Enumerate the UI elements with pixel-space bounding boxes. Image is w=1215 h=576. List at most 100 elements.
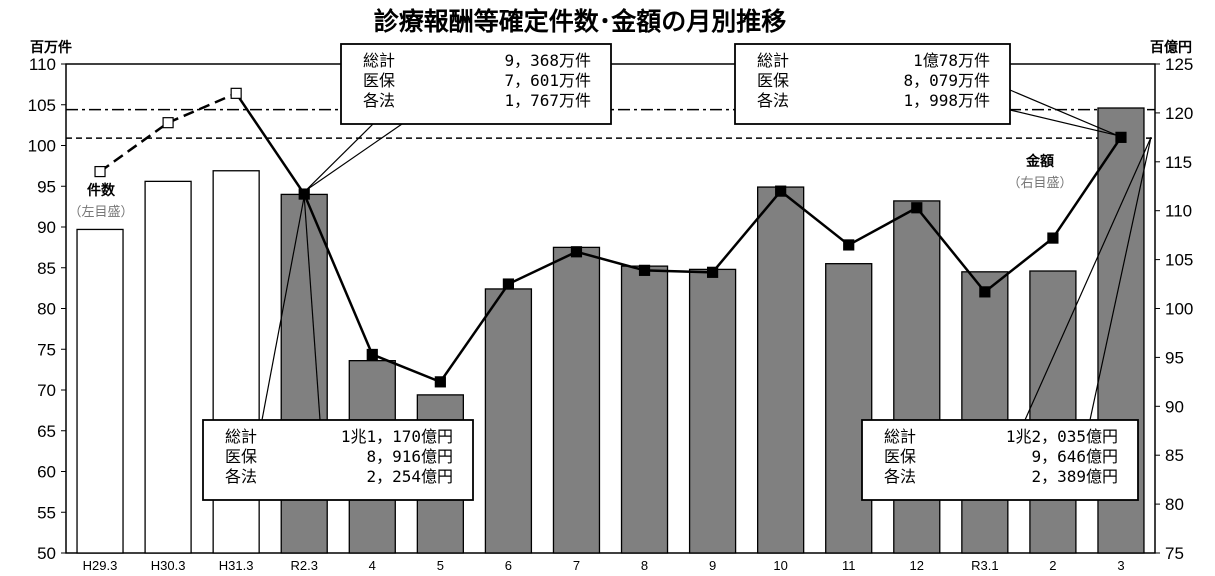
callout-row-label: 各法 <box>757 91 789 110</box>
callout-pointer <box>303 196 321 421</box>
amount-line-segment <box>711 190 782 274</box>
amount-point-R3.1 <box>979 286 991 298</box>
callout-row-label: 各法 <box>225 467 257 486</box>
callout-box <box>340 43 612 125</box>
callout-row-label: 医保 <box>884 447 916 466</box>
bar-2 <box>1029 270 1077 554</box>
callout-row-value: 1兆1，170億円 <box>341 427 453 446</box>
callout-row-value: 1，998万件 <box>903 91 990 110</box>
callout-row-label: 医保 <box>225 447 257 466</box>
category-label: 5 <box>437 558 444 573</box>
left-tick-label: 100 <box>28 137 56 156</box>
amount-line-segment <box>779 190 850 246</box>
amount-point-H30.3 <box>162 117 174 129</box>
right-tick-label: 100 <box>1165 300 1193 319</box>
amount-point-2 <box>1047 232 1059 244</box>
right-tick-label: 125 <box>1165 55 1193 74</box>
callout-row-label: 各法 <box>884 467 916 486</box>
amount-point-6 <box>502 278 515 290</box>
category-label: 7 <box>573 558 580 573</box>
category-label: 4 <box>369 558 376 573</box>
left-tick-label: 90 <box>37 218 56 237</box>
amount-axis-note: （右目盛） <box>1007 176 1072 191</box>
left-tick-label: 60 <box>37 463 56 482</box>
callout-box <box>861 419 1139 501</box>
callout-pointer <box>1009 109 1118 136</box>
count-series-label: 件数 <box>87 182 116 199</box>
amount-point-10 <box>775 185 787 197</box>
left-tick-label: 75 <box>37 340 56 359</box>
category-label: R3.1 <box>971 558 998 573</box>
count-axis-note: （左目盛） <box>68 205 133 220</box>
callout-pointer <box>1024 137 1152 421</box>
category-label: 9 <box>709 558 716 573</box>
callout-pointer <box>1009 89 1118 136</box>
left-tick-label: 70 <box>37 381 56 400</box>
callout-box <box>734 43 1011 125</box>
amount-point-9 <box>706 266 719 278</box>
category-label: H29.3 <box>83 558 118 573</box>
category-label: 8 <box>641 558 648 573</box>
bar-9 <box>688 268 737 554</box>
left-tick-label: 110 <box>29 55 56 74</box>
callout-row-label: 総計 <box>884 427 916 446</box>
callout-row-value: 7，601万件 <box>504 71 591 90</box>
category-label: 3 <box>1117 558 1124 573</box>
category-label: H30.3 <box>151 558 186 573</box>
right-tick-label: 85 <box>1165 446 1184 465</box>
amount-line-segment <box>439 283 510 383</box>
callout-pointer <box>305 123 374 191</box>
callout-row-value: 9，368万件 <box>504 51 591 70</box>
amount-point-H31.3 <box>230 87 242 99</box>
callout-row-value: 8，916億円 <box>366 447 453 466</box>
right-tick-label: 95 <box>1165 348 1184 367</box>
amount-point-12 <box>911 202 923 214</box>
callout-row-value: 2，254億円 <box>366 467 453 486</box>
amount-point-3 <box>1115 131 1127 143</box>
bar-8 <box>620 265 669 554</box>
amount-line-segment <box>167 92 237 124</box>
left-tick-label: 80 <box>37 300 56 319</box>
callout-row-value: 2，389億円 <box>1031 467 1118 486</box>
callout-pointer <box>261 196 305 421</box>
amount-line-segment <box>915 206 986 293</box>
amount-point-8 <box>638 264 651 276</box>
amount-point-7 <box>570 246 583 258</box>
amount-line-segment <box>848 206 918 247</box>
callout-row-value: 1億78万件 <box>913 51 990 70</box>
left-tick-label: 105 <box>28 96 56 115</box>
callout-row-label: 医保 <box>757 71 789 90</box>
right-tick-label: 105 <box>1165 251 1193 270</box>
callout-box <box>202 419 474 501</box>
callout-row-label: 総計 <box>225 427 257 446</box>
amount-point-4 <box>366 348 378 361</box>
amount-line-segment <box>984 237 1054 293</box>
amount-point-H29.3 <box>94 165 106 178</box>
amount-line-segment <box>576 250 645 272</box>
left-tick-label: 95 <box>37 177 56 196</box>
right-tick-label: 90 <box>1165 397 1184 416</box>
callout-row-label: 総計 <box>757 51 789 70</box>
amount-series-label: 金額 <box>1025 153 1054 170</box>
amount-line-segment <box>507 250 578 286</box>
right-tick-label: 80 <box>1165 495 1184 514</box>
left-tick-label: 55 <box>37 503 56 522</box>
category-label: H31.3 <box>219 558 254 573</box>
right-tick-label: 120 <box>1165 104 1193 123</box>
category-label: R2.3 <box>290 558 317 573</box>
left-tick-label: 65 <box>37 422 56 441</box>
category-label: 12 <box>910 558 924 573</box>
bar-10 <box>757 186 805 554</box>
amount-line-segment <box>371 353 441 384</box>
left-tick-label: 50 <box>37 544 56 563</box>
callout-row-label: 各法 <box>363 91 395 110</box>
amount-point-5 <box>434 376 446 388</box>
right-axis-unit: 百億円 <box>1150 39 1192 56</box>
bar-R3.1 <box>961 271 1009 554</box>
left-axis-unit: 百万件 <box>30 39 72 56</box>
amount-point-11 <box>843 239 855 251</box>
callout-row-value: 1，767万件 <box>504 91 591 110</box>
category-label: 11 <box>842 558 856 573</box>
category-label: 10 <box>773 558 787 573</box>
callout-row-value: 9，646億円 <box>1031 447 1118 466</box>
